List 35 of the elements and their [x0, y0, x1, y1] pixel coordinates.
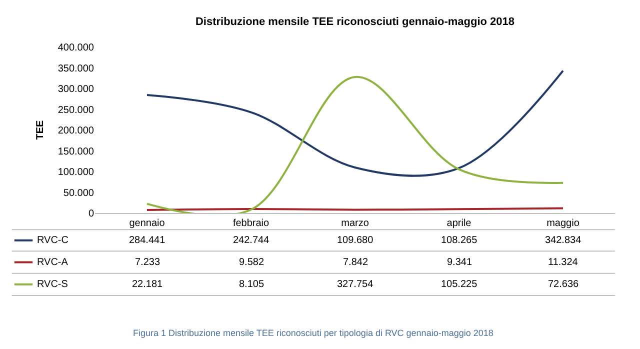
y-tick-label: 50.000 — [63, 188, 94, 199]
y-tick-label: 100.000 — [58, 167, 94, 178]
data-label: 9.341 — [447, 257, 472, 268]
data-label: 105.225 — [441, 279, 478, 290]
legend-label: RVC-A — [37, 257, 68, 268]
y-tick-label: 300.000 — [58, 84, 94, 95]
data-label: 327.754 — [337, 279, 374, 290]
data-label: 342.834 — [545, 235, 582, 246]
data-label: 7.233 — [135, 257, 160, 268]
y-tick-label: 200.000 — [58, 126, 94, 136]
y-tick-label: 0 — [88, 208, 94, 220]
data-label: 9.582 — [239, 257, 264, 268]
y-tick-label: 400.000 — [58, 42, 94, 54]
data-label: 72.636 — [548, 279, 580, 290]
x-tick-label: marzo — [341, 218, 370, 229]
x-tick-label: febbraio — [232, 218, 270, 229]
y-tick-label: 150.000 — [58, 146, 94, 158]
data-label: 7.842 — [343, 257, 368, 268]
x-tick-label: gennaio — [129, 218, 166, 229]
data-label: 108.265 — [441, 235, 478, 246]
y-axis-title: TEE — [34, 120, 46, 140]
x-tick-label: aprile — [446, 218, 472, 229]
data-label: 242.744 — [233, 235, 270, 246]
data-label: 284.441 — [129, 235, 166, 246]
legend-label: RVC-S — [37, 279, 68, 290]
text: Figura 1 Distribuzione mensile TEE riconosciuti per tipologia di RVC gennaio-maggio 2018 — [133, 328, 494, 338]
legend-label: RVC-C — [37, 235, 68, 246]
data-label: 8.105 — [239, 279, 264, 290]
data-label: 109.680 — [337, 235, 374, 246]
y-tick-label: 350.000 — [58, 63, 94, 74]
chart-title: Distribuzione mensile TEE riconosciuti gennaio-maggio 2018 — [195, 16, 515, 28]
x-tick-label: maggio — [546, 218, 580, 229]
data-label: 11.324 — [548, 257, 578, 268]
data-label: 22.181 — [132, 279, 164, 290]
y-tick-label: 250.000 — [58, 104, 94, 116]
